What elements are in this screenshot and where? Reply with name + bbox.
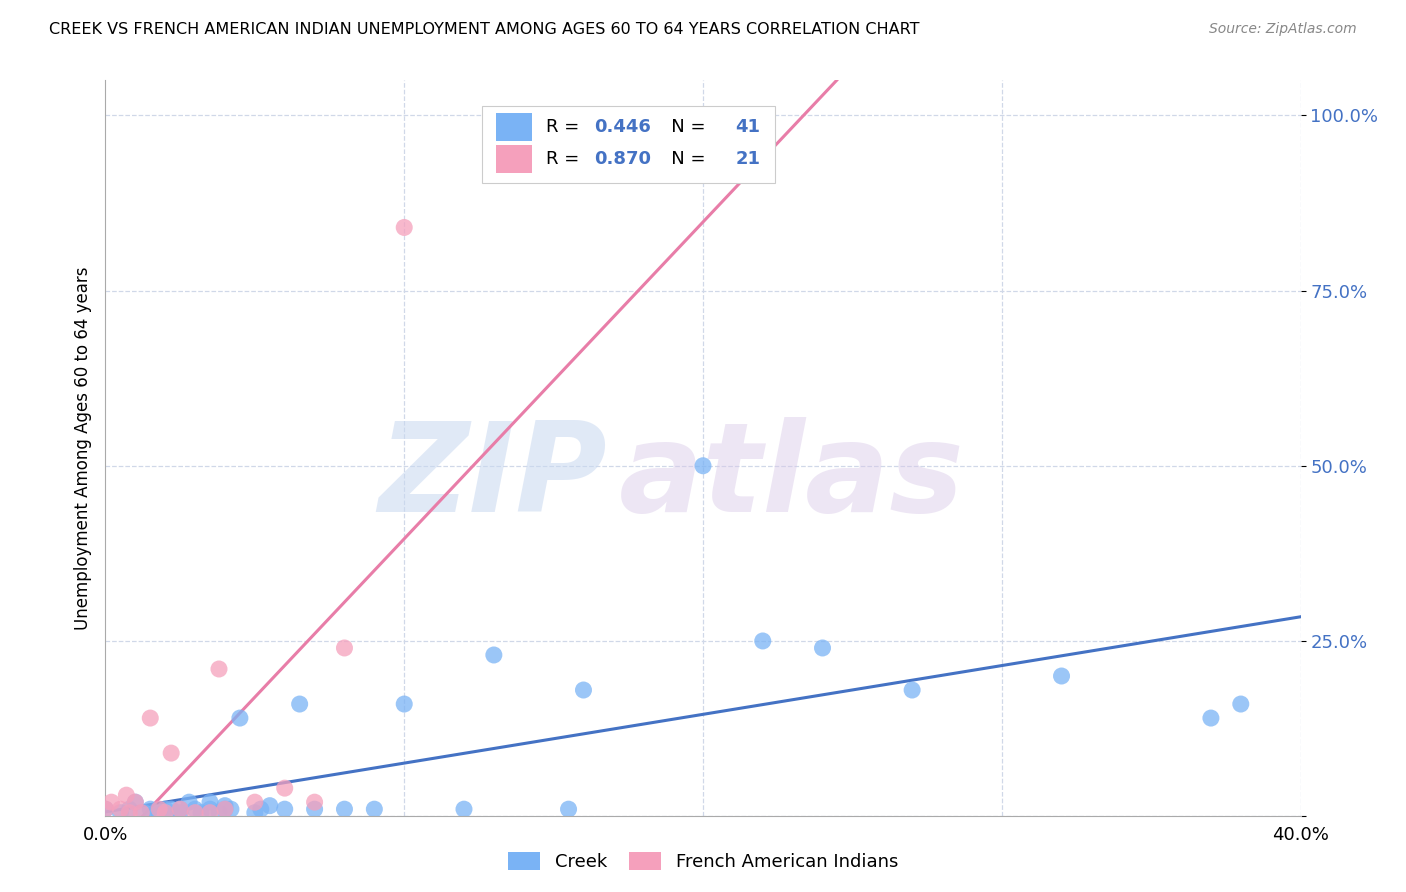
Creek	[155, 802, 177, 816]
FancyBboxPatch shape	[496, 112, 531, 141]
Creek	[124, 795, 146, 809]
French American Indians	[129, 805, 153, 820]
Creek	[363, 802, 385, 816]
Creek	[572, 683, 595, 698]
French American Indians	[160, 746, 183, 760]
French American Indians	[304, 795, 326, 809]
Creek	[198, 795, 221, 809]
French American Indians	[118, 805, 141, 820]
Creek	[208, 805, 231, 820]
French American Indians	[100, 795, 122, 809]
Creek	[304, 802, 326, 816]
French American Indians	[110, 802, 132, 816]
French American Indians	[148, 802, 170, 816]
Text: CREEK VS FRENCH AMERICAN INDIAN UNEMPLOYMENT AMONG AGES 60 TO 64 YEARS CORRELATI: CREEK VS FRENCH AMERICAN INDIAN UNEMPLOY…	[49, 22, 920, 37]
French American Indians	[333, 640, 356, 655]
Creek	[250, 802, 273, 816]
Creek	[1050, 669, 1073, 683]
Creek	[243, 805, 266, 820]
French American Indians	[184, 805, 207, 820]
French American Indians	[198, 805, 221, 820]
French American Indians	[169, 802, 191, 816]
Creek	[134, 805, 156, 820]
Legend: Creek, French American Indians: Creek, French American Indians	[501, 845, 905, 879]
Y-axis label: Unemployment Among Ages 60 to 64 years: Unemployment Among Ages 60 to 64 years	[73, 267, 91, 630]
Text: N =: N =	[654, 118, 711, 136]
French American Indians	[243, 795, 266, 809]
Creek	[110, 805, 132, 820]
Creek	[214, 802, 236, 816]
Creek	[259, 798, 281, 813]
Creek	[214, 798, 236, 813]
Creek	[453, 802, 475, 816]
Text: atlas: atlas	[619, 417, 965, 538]
Creek	[160, 802, 183, 816]
Creek	[333, 802, 356, 816]
Creek	[482, 648, 505, 662]
Creek	[811, 640, 834, 655]
Creek	[1199, 711, 1222, 725]
Creek	[184, 802, 207, 816]
Creek	[557, 802, 579, 816]
French American Indians	[273, 781, 295, 796]
Creek	[94, 802, 117, 816]
Creek	[139, 802, 162, 816]
French American Indians	[214, 802, 236, 816]
French American Indians	[208, 662, 231, 676]
French American Indians	[139, 711, 162, 725]
Creek	[169, 805, 191, 820]
Text: 0.446: 0.446	[595, 118, 651, 136]
Creek	[198, 802, 221, 816]
Text: R =: R =	[547, 150, 585, 168]
Creek	[288, 697, 311, 711]
Creek	[901, 683, 924, 698]
Creek	[177, 795, 201, 809]
Creek	[219, 802, 242, 816]
Creek	[692, 458, 714, 473]
Text: 0.870: 0.870	[595, 150, 651, 168]
Creek	[751, 634, 773, 648]
FancyBboxPatch shape	[496, 145, 531, 173]
Creek	[190, 805, 212, 820]
French American Indians	[155, 805, 177, 820]
Text: ZIP: ZIP	[378, 417, 607, 538]
French American Indians	[124, 795, 146, 809]
Text: R =: R =	[547, 118, 585, 136]
French American Indians	[115, 788, 138, 802]
Creek	[394, 697, 416, 711]
Text: 41: 41	[735, 118, 761, 136]
Creek	[118, 802, 141, 816]
Text: N =: N =	[654, 150, 711, 168]
French American Indians	[394, 220, 416, 235]
Creek	[273, 802, 295, 816]
FancyBboxPatch shape	[482, 106, 775, 184]
Text: 21: 21	[735, 150, 761, 168]
Creek	[1229, 697, 1253, 711]
Creek	[169, 802, 191, 816]
Creek	[229, 711, 252, 725]
French American Indians	[94, 802, 117, 816]
Creek	[148, 805, 170, 820]
Text: Source: ZipAtlas.com: Source: ZipAtlas.com	[1209, 22, 1357, 37]
